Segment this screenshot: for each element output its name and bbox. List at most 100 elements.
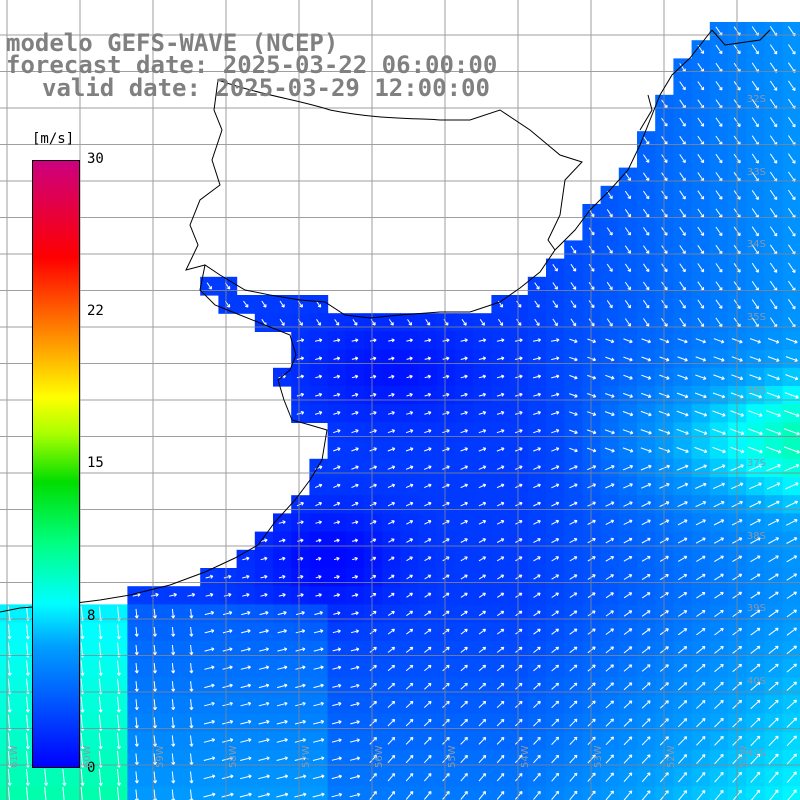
wind-arrow [569, 393, 578, 398]
wind-arrow [533, 465, 541, 470]
wind-arrow [331, 774, 342, 780]
wind-arrow [532, 374, 542, 379]
wind-arrow [296, 410, 305, 415]
wind-arrow [622, 447, 634, 453]
wind-arrow [424, 682, 432, 690]
wind-arrow [768, 753, 779, 765]
wind-arrow [258, 701, 270, 707]
wind-arrow [677, 338, 688, 344]
wind-arrow [478, 646, 487, 653]
wind-arrow [605, 356, 615, 362]
wind-arrow [80, 768, 85, 786]
wind-arrow [203, 774, 216, 780]
wind-arrow [677, 718, 688, 728]
coastline [0, 29, 713, 613]
wind-arrow [787, 44, 796, 55]
wind-arrow [695, 519, 706, 526]
wind-arrow [442, 646, 450, 653]
wind-arrow [314, 338, 323, 343]
wind-arrow [570, 318, 577, 327]
wind-arrow [258, 665, 270, 670]
wind-arrow [405, 736, 414, 745]
wind-arrow [295, 701, 306, 707]
wind-arrow [460, 682, 468, 690]
wind-arrow [423, 754, 432, 764]
wind-arrow [369, 718, 377, 727]
wind-arrow [203, 756, 216, 761]
wind-arrow [551, 429, 560, 434]
wind-arrow [351, 447, 359, 452]
wind-arrow [767, 374, 780, 381]
wind-arrow [514, 410, 523, 415]
wind-arrow [405, 447, 414, 452]
wind-arrow [333, 392, 341, 397]
colorbar-tick-30: 30 [87, 151, 104, 167]
wind-arrow [424, 501, 432, 507]
wind-arrow [641, 718, 651, 727]
wind-arrow [312, 774, 325, 780]
wind-arrow [516, 318, 522, 326]
wind-arrow [222, 647, 233, 652]
wind-arrow [333, 447, 341, 452]
wind-arrow [171, 608, 176, 619]
speed-cell [509, 786, 529, 800]
wind-arrow [239, 792, 252, 798]
wind-arrow [278, 538, 286, 543]
wind-arrow [623, 374, 633, 380]
wind-arrow [496, 791, 505, 800]
wind-arrow [189, 699, 194, 711]
speed-cell [364, 786, 383, 800]
wind-arrow [496, 483, 505, 489]
wind-arrow [297, 574, 304, 579]
wind-arrow [460, 410, 468, 415]
wind-arrow [258, 683, 270, 689]
wind-arrow [350, 665, 360, 670]
wind-arrow [623, 628, 633, 636]
wind-arrow [295, 665, 306, 670]
wind-arrow [332, 701, 342, 707]
wind-arrow [569, 718, 578, 727]
lon-label-61w: 61W [9, 745, 20, 768]
wind-arrow [153, 735, 158, 747]
wind-arrow [640, 429, 652, 435]
wind-arrow [694, 446, 708, 454]
wind-arrow [768, 627, 779, 636]
wind-arrow [515, 556, 523, 562]
wind-arrow [460, 447, 468, 452]
wind-arrow [696, 555, 706, 562]
wind-arrow [766, 464, 781, 472]
wind-arrow [496, 754, 505, 764]
wind-arrow [460, 628, 468, 635]
wind-arrow [604, 429, 615, 435]
wind-arrow [676, 428, 689, 435]
wind-arrow [496, 520, 505, 525]
wind-arrow [714, 717, 724, 728]
lat-label-35s: 35S [746, 312, 766, 323]
wind-arrow [406, 392, 413, 397]
wind-arrow [623, 646, 633, 654]
wind-arrow [514, 374, 523, 379]
wind-arrow [714, 771, 724, 783]
wind-arrow [240, 647, 251, 652]
wind-arrow [714, 699, 724, 709]
lon-label-52w: 52W [666, 745, 677, 768]
speed-cell [309, 786, 329, 800]
wind-arrow [694, 428, 708, 435]
wind-arrow [696, 772, 706, 783]
wind-arrow [715, 299, 723, 309]
wind-arrow [405, 429, 414, 434]
wind-arrow [153, 789, 158, 800]
wind-arrow [332, 647, 342, 652]
wind-arrow [221, 756, 234, 761]
wind-arrow [750, 717, 761, 728]
wind-arrow [296, 356, 305, 361]
wind-arrow [605, 465, 615, 471]
wind-arrow [715, 44, 723, 55]
wind-arrow [641, 772, 651, 783]
wind-arrow [533, 736, 541, 745]
wind-arrow [569, 700, 578, 709]
wind-arrow [514, 356, 523, 361]
wind-arrow [406, 610, 414, 617]
wind-arrow [551, 392, 560, 397]
